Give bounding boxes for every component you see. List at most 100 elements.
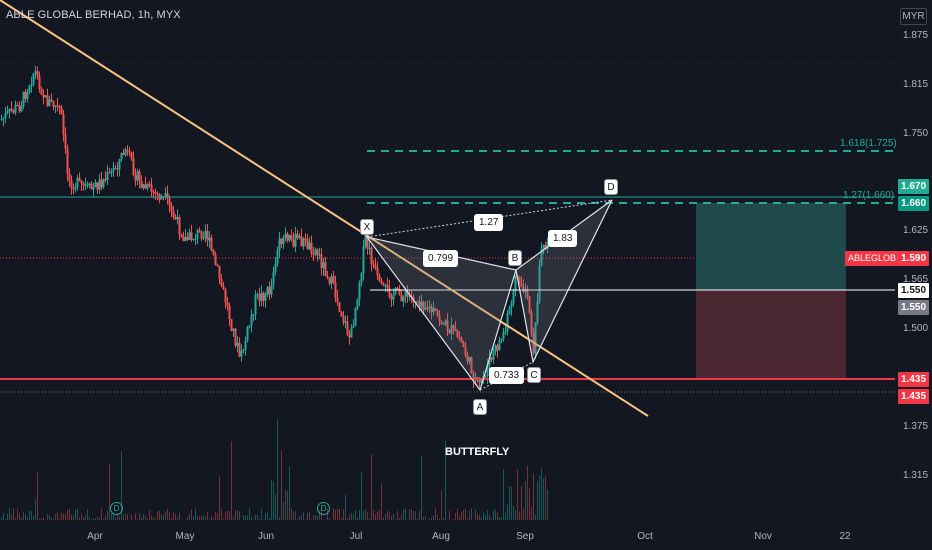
volume-bar <box>269 518 270 520</box>
candle-body <box>504 331 507 333</box>
candle-body <box>436 310 439 316</box>
dividend-marker-icon[interactable]: D <box>317 502 330 515</box>
candle-body <box>304 238 307 240</box>
price-tick: 1.625 <box>903 225 929 236</box>
candle-body <box>496 345 499 350</box>
candle-body <box>98 179 101 190</box>
volume-bar <box>9 508 10 520</box>
candle-body <box>266 287 269 295</box>
volume-bar <box>165 511 166 520</box>
dividend-marker-icon[interactable]: D <box>110 502 123 515</box>
candle-body <box>282 237 285 245</box>
candle-body <box>528 296 531 313</box>
volume-bar <box>283 502 284 520</box>
candle-body <box>386 285 389 288</box>
candle-body <box>336 298 339 303</box>
volume-bar <box>109 463 110 520</box>
volume-bar <box>69 509 70 520</box>
candle-body <box>272 272 275 286</box>
volume-bar <box>193 516 194 520</box>
volume-bar <box>33 515 34 520</box>
volume-bar <box>379 509 380 520</box>
candle-body <box>280 238 283 245</box>
volume-bar <box>215 511 216 520</box>
candle-body <box>88 183 91 185</box>
candle-body <box>418 301 421 307</box>
volume-bar <box>65 514 66 520</box>
candle-body <box>184 237 187 242</box>
candle-body <box>298 236 301 238</box>
volume-bar <box>335 509 336 520</box>
volume-bar <box>349 514 350 520</box>
candle-body <box>356 299 359 309</box>
volume-bar <box>437 514 438 520</box>
candle-body <box>56 105 59 107</box>
pattern-bcd-triangle[interactable] <box>515 199 613 364</box>
candle-body <box>458 336 461 339</box>
candle-body <box>326 275 329 278</box>
candle-body <box>518 276 521 284</box>
volume-bar <box>13 508 14 520</box>
volume-bar <box>425 516 426 520</box>
volume-bar <box>81 513 82 520</box>
candle-body <box>144 184 147 189</box>
trend-line[interactable] <box>0 0 649 417</box>
candle-body <box>346 321 349 335</box>
pattern-point-d[interactable]: D <box>604 179 618 195</box>
candle-body <box>50 99 53 102</box>
volume-bar <box>485 514 486 520</box>
candle-body <box>378 275 381 281</box>
pattern-point-b[interactable]: B <box>508 250 522 266</box>
volume-bar <box>399 517 400 520</box>
volume-bar <box>533 473 534 520</box>
candle-body <box>400 294 403 302</box>
pattern-point-c[interactable]: C <box>527 367 541 383</box>
candle-body <box>342 316 345 323</box>
volume-bar <box>497 512 498 520</box>
candle-body <box>204 230 207 238</box>
candle-body <box>154 192 157 194</box>
pattern-point-x[interactable]: X <box>360 219 374 235</box>
volume-bar <box>63 513 64 520</box>
candle-body <box>160 196 163 200</box>
volume-bar <box>481 517 482 520</box>
candle-body <box>10 108 13 111</box>
volume-bar <box>535 514 536 520</box>
candle-body <box>264 294 267 301</box>
pattern-point-a[interactable]: A <box>473 399 487 415</box>
volume-bar <box>509 486 510 520</box>
volume-bar <box>25 514 26 520</box>
candle-body <box>64 134 67 149</box>
candle-body <box>252 314 255 316</box>
candle-body <box>534 322 537 354</box>
candle-body <box>546 241 549 249</box>
candle-body <box>502 332 505 340</box>
volume-bar <box>143 514 144 520</box>
volume-bar <box>419 511 420 520</box>
candle-body <box>210 237 213 251</box>
candle-body <box>232 328 235 331</box>
volume-bar <box>457 508 458 520</box>
entry-price-label: 1.550 <box>898 300 929 315</box>
volume-bar <box>281 450 282 520</box>
volume-bar <box>357 517 358 520</box>
candle-body <box>196 230 199 239</box>
candle-body <box>200 230 203 239</box>
volume-bar <box>439 518 440 520</box>
volume-bar <box>541 468 542 520</box>
candle-body <box>124 149 127 155</box>
volume-bar <box>187 516 188 520</box>
candle-body <box>102 179 105 188</box>
currency-button[interactable]: MYR <box>900 8 927 25</box>
volume-bar <box>197 516 198 520</box>
volume-bar <box>345 494 346 520</box>
candle-body <box>74 187 77 189</box>
candle-body <box>540 248 543 266</box>
candle-body <box>442 323 445 325</box>
chart-title: ABLE GLOBAL BERHAD, 1h, MYX <box>6 9 181 21</box>
candle-body <box>372 264 375 266</box>
candle-body <box>302 238 305 247</box>
candle-body <box>538 265 541 302</box>
